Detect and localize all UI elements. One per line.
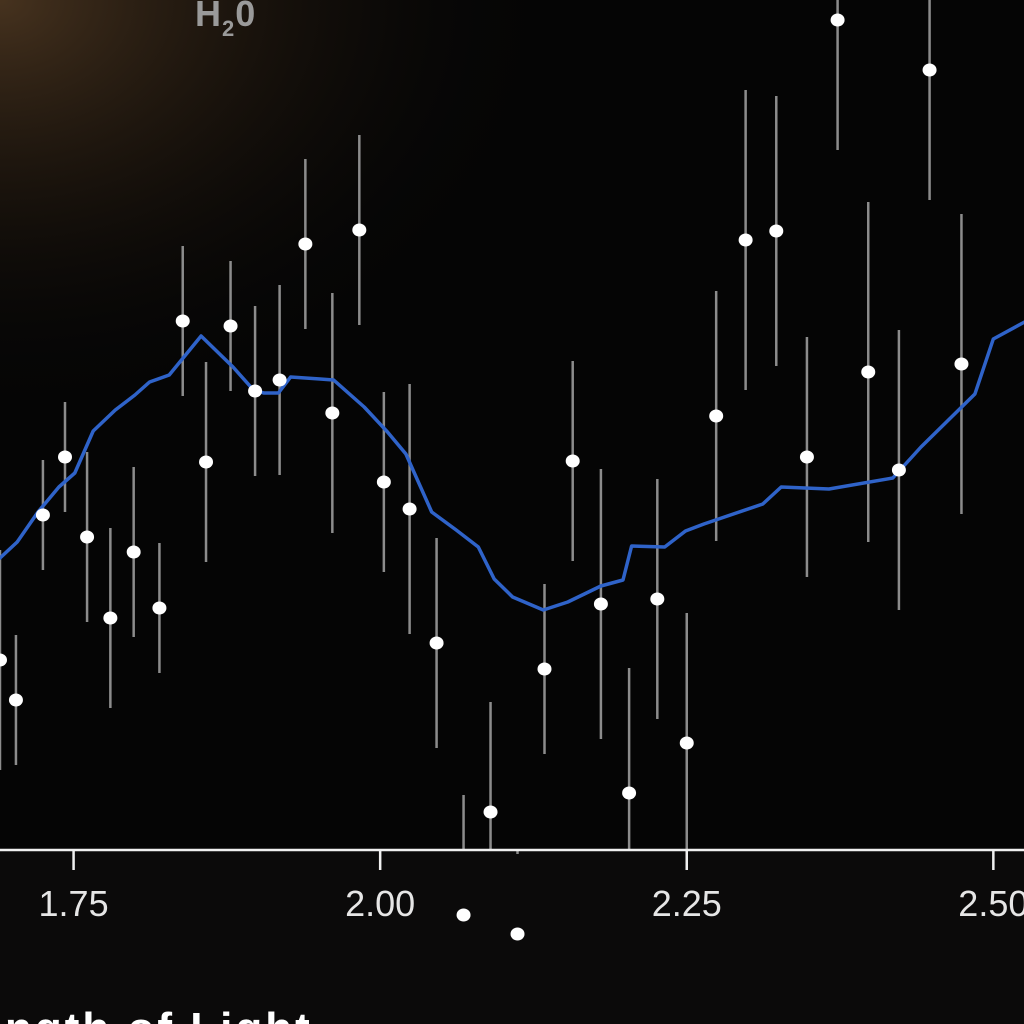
model-spectrum-line bbox=[0, 320, 1024, 612]
data-point bbox=[738, 233, 753, 247]
ticks-layer: 1.75 2.00 2.25 2.50 bbox=[39, 850, 1024, 924]
data-point bbox=[861, 365, 876, 379]
data-point bbox=[402, 502, 417, 516]
data-point bbox=[8, 693, 23, 707]
data-point bbox=[456, 908, 471, 922]
x-tick-label: 1.75 bbox=[39, 883, 109, 924]
data-point bbox=[429, 636, 444, 650]
data-point bbox=[769, 224, 784, 238]
data-point bbox=[352, 223, 367, 237]
data-point bbox=[35, 508, 50, 522]
x-tick-label: 2.25 bbox=[652, 883, 722, 924]
data-point bbox=[80, 530, 95, 544]
data-point bbox=[565, 454, 580, 468]
points-layer bbox=[0, 13, 969, 941]
data-point bbox=[248, 384, 263, 398]
data-point bbox=[298, 237, 313, 251]
annotation-layer: H20 bbox=[195, 0, 255, 41]
data-point bbox=[325, 406, 340, 420]
data-point bbox=[152, 601, 167, 615]
data-point bbox=[622, 786, 637, 800]
data-point bbox=[830, 13, 845, 27]
data-point bbox=[57, 450, 72, 464]
data-point bbox=[175, 314, 190, 328]
data-point bbox=[537, 662, 552, 676]
x-tick-label: 2.00 bbox=[345, 883, 415, 924]
molecule-label: H20 bbox=[195, 0, 255, 41]
data-point bbox=[223, 319, 238, 333]
data-point bbox=[272, 373, 287, 387]
x-axis-title: Wavelength of Light bbox=[0, 1004, 313, 1024]
model-layer bbox=[0, 320, 1024, 612]
data-point bbox=[679, 736, 694, 750]
data-point bbox=[199, 455, 214, 469]
x-tick-label: 2.50 bbox=[958, 883, 1024, 924]
data-point bbox=[510, 927, 525, 941]
data-point bbox=[103, 611, 118, 625]
data-point bbox=[483, 805, 498, 819]
data-point bbox=[891, 463, 906, 477]
data-point bbox=[126, 545, 141, 559]
data-point bbox=[0, 653, 7, 667]
data-point bbox=[709, 409, 724, 423]
data-point bbox=[376, 475, 391, 489]
data-point bbox=[593, 597, 608, 611]
data-point bbox=[954, 357, 969, 371]
data-point bbox=[922, 63, 937, 77]
data-point bbox=[799, 450, 814, 464]
data-point bbox=[650, 592, 665, 606]
